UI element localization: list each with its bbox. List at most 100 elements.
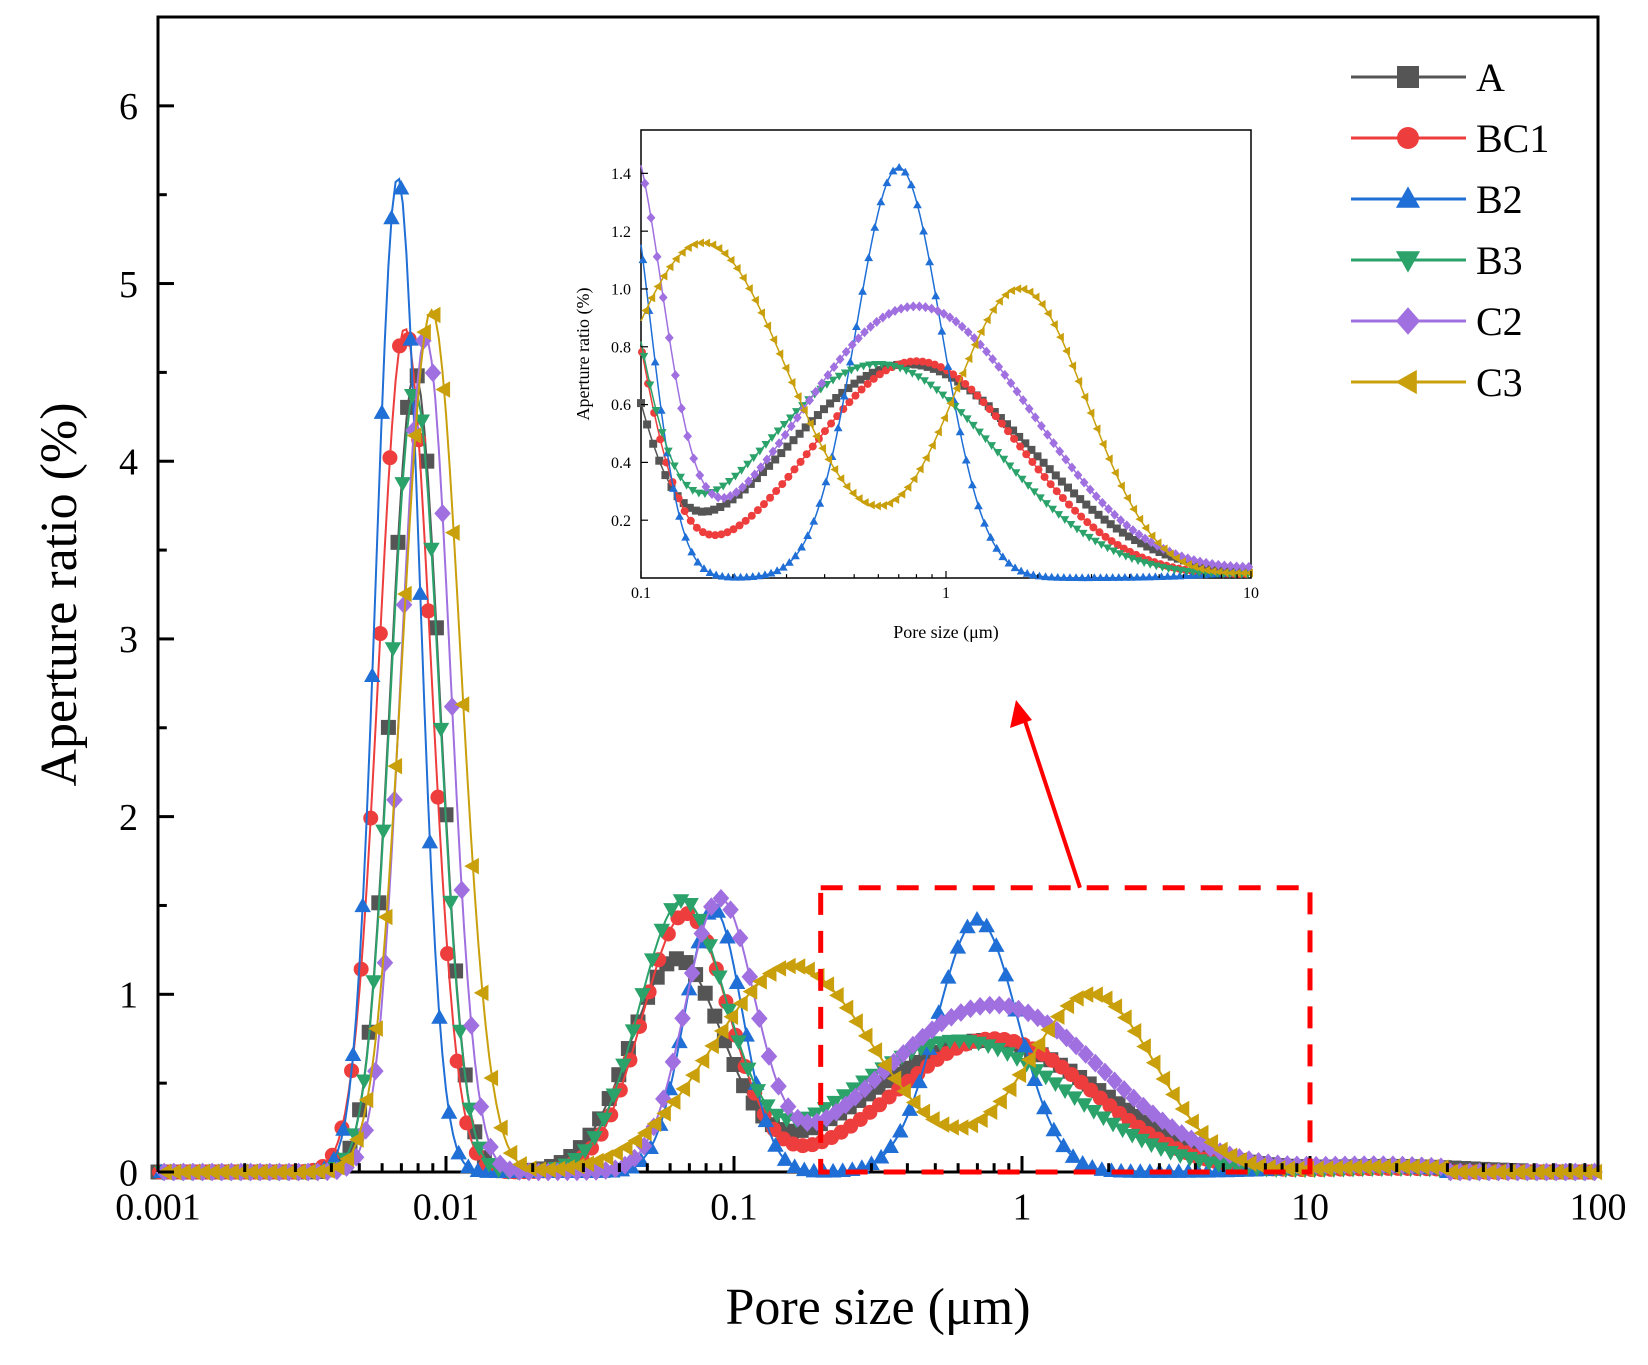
legend-marker <box>1397 66 1419 88</box>
main-y-tick-label: 3 <box>119 619 138 661</box>
inset-marker-c3 <box>714 244 723 253</box>
inset-marker-b2 <box>1059 573 1069 581</box>
inset-marker-c2 <box>1006 378 1016 389</box>
inset-marker-c2 <box>707 489 717 500</box>
inset-marker-c3 <box>818 443 826 453</box>
inset-marker-c3 <box>1226 568 1235 578</box>
main-marker-c3 <box>397 585 412 603</box>
inset-marker-c2 <box>1079 477 1089 488</box>
main-marker-c2 <box>712 888 730 908</box>
main-marker-b2 <box>728 974 746 989</box>
main-marker-c2 <box>1067 1036 1085 1056</box>
main-marker-c3 <box>329 1159 345 1176</box>
main-marker-b3 <box>989 1042 1007 1058</box>
inset-y-tick-label: 1.2 <box>611 224 631 241</box>
legend-label: B2 <box>1476 177 1523 222</box>
inset-marker-c3 <box>848 488 857 498</box>
inset-marker-b3 <box>846 366 856 375</box>
main-marker-c3 <box>291 1163 307 1181</box>
inset-marker-b2 <box>699 564 709 572</box>
inset-marker-bc1 <box>845 398 854 407</box>
main-marker-c3 <box>1549 1163 1564 1181</box>
inset-marker-b2 <box>845 357 855 366</box>
main-marker-b2 <box>421 833 439 849</box>
main-marker-c2 <box>453 880 470 900</box>
main-marker-c3 <box>416 323 431 341</box>
inset-marker-b3 <box>859 362 868 371</box>
inset-marker-c3 <box>1196 564 1205 574</box>
main-marker-bc1 <box>420 603 436 619</box>
inset-marker-c3 <box>1165 549 1174 559</box>
main-marker-b2 <box>776 1151 794 1166</box>
inset-marker-c3 <box>653 282 662 291</box>
inset-marker-b3 <box>1103 544 1112 553</box>
main-marker-c3 <box>454 696 470 713</box>
inset-marker-b2 <box>1102 573 1111 581</box>
main-marker-c3 <box>665 1093 681 1110</box>
main-marker-b3 <box>682 898 699 913</box>
legend: A BC1 B2 B3 C2 C3 <box>1351 55 1549 405</box>
inset-marker-a <box>691 506 700 515</box>
inset-marker-b2 <box>681 532 691 541</box>
inset-marker-b3 <box>694 489 704 498</box>
main-x-tick-label: 0.1 <box>710 1187 758 1229</box>
inset-marker-c3 <box>1159 544 1168 554</box>
legend-marker <box>1395 251 1421 273</box>
main-marker-c3 <box>1165 1086 1180 1103</box>
inset-marker-a <box>1051 471 1060 480</box>
inset-marker-c2 <box>847 339 857 350</box>
main-marker-b3 <box>691 913 709 929</box>
inset-marker-c2 <box>701 481 711 492</box>
main-marker-b3 <box>1075 1098 1093 1113</box>
inset-marker-bc1 <box>875 370 884 379</box>
inset-marker-c3 <box>866 500 875 510</box>
inset-marker-b3 <box>877 361 887 369</box>
main-marker-b3 <box>835 1089 853 1104</box>
main-marker-c3 <box>1510 1163 1526 1181</box>
inset-marker-b2 <box>882 178 892 187</box>
main-marker-b3 <box>432 722 450 738</box>
main-marker-c3 <box>646 1115 662 1133</box>
inset-marker-a <box>832 394 841 403</box>
main-marker-c2 <box>472 1097 490 1117</box>
inset-marker-c3 <box>1232 568 1241 578</box>
legend-item-c2: C2 <box>1351 299 1523 344</box>
main-marker-c2 <box>751 1009 768 1028</box>
inset-marker-c3 <box>1037 299 1046 309</box>
main-x-tick-label: 0.01 <box>413 1187 480 1229</box>
inset-marker-c2 <box>1116 515 1126 526</box>
inset-marker-c3 <box>702 238 711 248</box>
main-marker-c3 <box>819 976 835 993</box>
inset-marker-c3 <box>891 495 900 504</box>
inset-marker-b2 <box>1096 573 1105 582</box>
inset-marker-b2 <box>717 571 727 580</box>
inset-marker-c3 <box>696 238 704 248</box>
inset-marker-c3 <box>805 419 814 428</box>
main-marker-c3 <box>848 1013 863 1030</box>
inset-marker-c3 <box>720 249 729 258</box>
inset-plot: 0.2 0.4 0.6 0.8 1.0 1.2 1.4 0.1 1 10 Pore size (μm… <box>573 129 1259 643</box>
main-marker-b2 <box>383 209 400 225</box>
inset-marker-c3 <box>787 377 796 387</box>
inset-marker-c3 <box>1178 557 1186 567</box>
main-marker-b2 <box>872 1148 890 1164</box>
inset-marker-c2 <box>1012 386 1022 397</box>
main-marker-b3 <box>663 903 680 918</box>
inset-marker-c2 <box>1128 525 1138 536</box>
inset-marker-c2 <box>988 354 998 365</box>
main-marker-b3 <box>624 1024 642 1040</box>
main-marker-b2 <box>940 968 957 984</box>
inset-marker-bc1 <box>1058 494 1067 503</box>
legend-label: BC1 <box>1476 116 1549 161</box>
inset-marker-a <box>862 371 871 380</box>
inset-marker-c2 <box>811 386 821 397</box>
inset-marker-c3 <box>1019 284 1028 294</box>
main-marker-b3 <box>816 1102 834 1117</box>
main-y-axis-label: Aperture ratio (%) <box>31 402 88 786</box>
main-marker-b3 <box>595 1112 613 1128</box>
inset-marker-a <box>704 507 713 516</box>
main-marker-b3 <box>1095 1111 1112 1127</box>
inset-marker-c3 <box>1007 286 1016 296</box>
inset-marker-bc1 <box>924 358 933 367</box>
inset-marker-a <box>710 505 719 514</box>
